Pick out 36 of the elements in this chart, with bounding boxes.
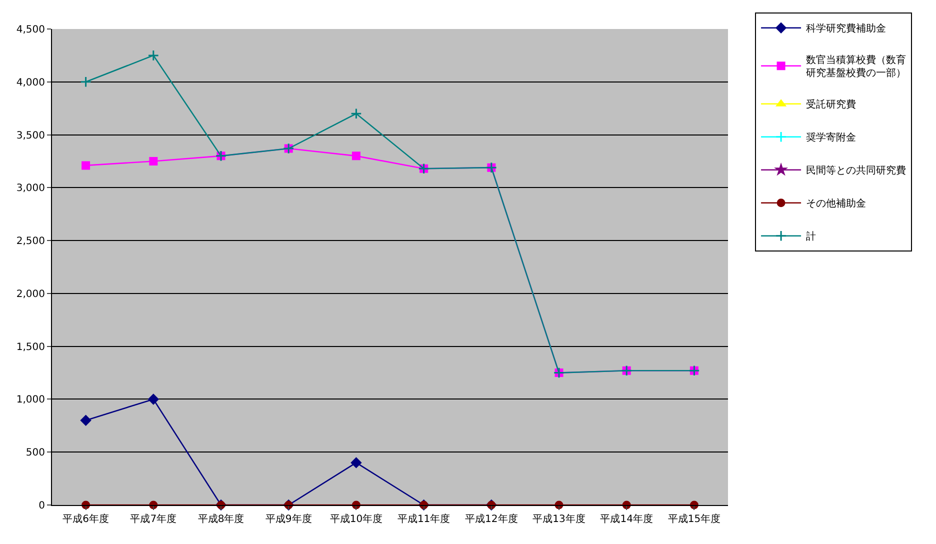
legend-label: 数官当積算校費（数育研究基盤校費の一部）: [806, 54, 906, 80]
point: [149, 156, 158, 166]
legend-label: 受託研究費: [806, 98, 856, 111]
y-tick-label: 2,000: [16, 288, 45, 300]
point: [80, 76, 92, 88]
x-tick-label: 平成13年度: [532, 513, 586, 525]
y-tick-label: 0: [38, 500, 45, 512]
legend-label: 科学研究費補助金: [806, 22, 886, 35]
x-tick-label: 平成7年度: [130, 513, 177, 525]
point: [350, 457, 362, 468]
y-tick-label: 1,500: [16, 342, 45, 353]
point: [350, 108, 362, 120]
x-tick-label: 平成9年度: [265, 513, 312, 525]
x-tick-label: 平成12年度: [465, 513, 518, 525]
y-tick-label: 3,000: [16, 183, 45, 194]
legend-label: 奨学寄附金: [806, 132, 856, 144]
y-tick-label: 3,500: [16, 130, 45, 142]
point: [82, 161, 90, 170]
x-tick-label: 平成6年度: [62, 513, 109, 525]
legend-label: その他補助金: [806, 198, 866, 210]
x-tick-label: 平成15年度: [668, 513, 721, 525]
y-tick-label: 1,000: [16, 394, 45, 406]
legend-label: 民間等との共同研究費: [806, 164, 906, 177]
y-tick-label: 4,000: [16, 77, 45, 88]
y-tick-label: 2,500: [16, 236, 45, 248]
legend-label: 計: [806, 230, 816, 243]
point: [148, 394, 159, 405]
x-tick-label: 平成10年度: [330, 513, 383, 525]
y-tick-label: 4,500: [16, 24, 45, 36]
point: [352, 152, 360, 160]
y-tick-label: 500: [26, 448, 45, 459]
x-tick-label: 平成14年度: [600, 513, 653, 525]
point: [148, 50, 160, 62]
x-tick-label: 平成8年度: [198, 513, 244, 525]
x-tick-label: 平成11年度: [397, 513, 450, 525]
point: [80, 415, 92, 426]
